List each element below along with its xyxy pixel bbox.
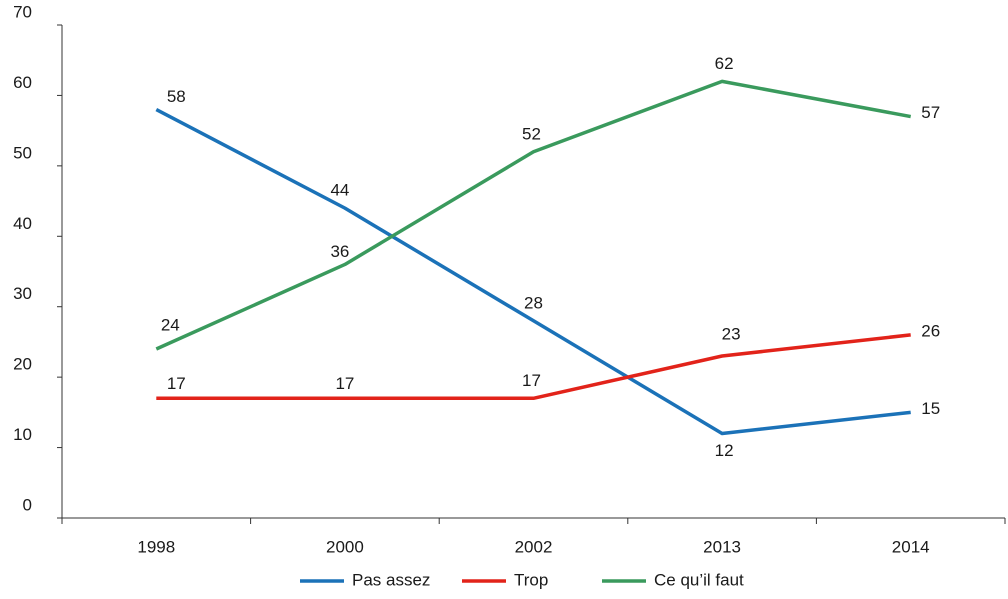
data-label: 24 — [161, 315, 180, 334]
series-line — [155, 107, 911, 436]
y-tick-label: 60 — [13, 73, 32, 92]
data-label: 58 — [167, 87, 186, 106]
data-label: 44 — [330, 181, 349, 200]
y-tick-label: 20 — [13, 355, 32, 374]
x-tick-label: 2014 — [892, 537, 930, 556]
y-tick-label: 50 — [13, 143, 32, 162]
x-tick-label: 2002 — [515, 537, 553, 556]
data-label: 17 — [522, 371, 541, 390]
data-label: 12 — [715, 441, 734, 460]
data-label: 28 — [524, 293, 543, 312]
data-label: 36 — [330, 242, 349, 261]
series-line — [155, 79, 912, 351]
y-tick-label: 40 — [13, 214, 32, 233]
data-label: 62 — [715, 54, 734, 73]
legend-label: Pas assez — [352, 570, 430, 589]
data-label: 15 — [921, 399, 940, 418]
y-tick-label: 0 — [23, 495, 32, 514]
legend-label: Trop — [514, 570, 548, 589]
series-line — [156, 333, 911, 401]
y-tick-label: 30 — [13, 284, 32, 303]
data-label: 23 — [722, 324, 741, 343]
y-tick-label: 70 — [13, 2, 32, 21]
x-tick-label: 1998 — [137, 537, 175, 556]
x-tick-label: 2013 — [703, 537, 741, 556]
legend-label: Ce qu’il faut — [654, 570, 744, 589]
data-label: 26 — [921, 321, 940, 340]
data-label: 17 — [167, 374, 186, 393]
y-tick-label: 10 — [13, 425, 32, 444]
data-label: 52 — [522, 124, 541, 143]
data-label: 17 — [335, 374, 354, 393]
data-label: 57 — [921, 103, 940, 122]
x-tick-label: 2000 — [326, 537, 364, 556]
